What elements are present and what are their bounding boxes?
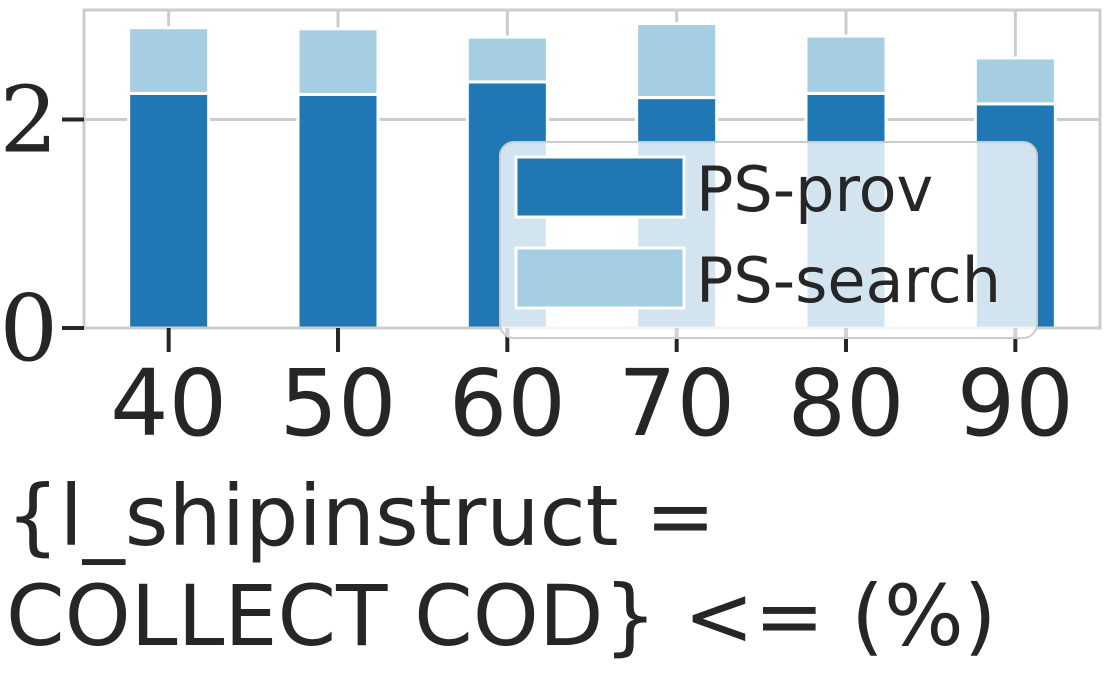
legend-label-ps-prov: PS-prov <box>696 153 933 226</box>
bar-ps-prov-40 <box>127 91 211 330</box>
legend-swatch-ps-prov <box>514 155 686 219</box>
x-tick-label-80: 80 <box>787 350 904 457</box>
legend: PS-prov PS-search <box>499 141 1038 339</box>
bars-layer <box>127 22 1057 330</box>
ticks-layer: 40 50 60 70 80 90 0 2 <box>0 66 1074 457</box>
bar-ps-prov-50 <box>296 92 380 330</box>
x-tick-label-40: 40 <box>110 350 227 457</box>
x-axis-label-line-1: {l_shipinstruct = <box>6 467 716 565</box>
bar-ps-search-40 <box>127 26 211 95</box>
y-tick-label-0: 0 <box>0 275 58 382</box>
legend-label-ps-search: PS-search <box>696 244 1001 317</box>
x-axis-label-line-2: COLLECT COD} <= (%) <box>6 567 997 665</box>
bar-ps-search-60 <box>465 35 549 84</box>
x-tick-label-70: 70 <box>618 350 735 457</box>
bar-ps-search-50 <box>296 27 380 96</box>
bar-ps-search-80 <box>804 34 888 95</box>
x-tick-label-90: 90 <box>957 350 1074 457</box>
y-tick-label-2: 2 <box>0 66 58 173</box>
legend-swatch-ps-search <box>514 246 686 310</box>
bar-ps-search-90 <box>973 56 1057 106</box>
x-tick-label-50: 50 <box>279 350 396 457</box>
x-tick-label-60: 60 <box>449 350 566 457</box>
bar-ps-search-70 <box>635 22 719 100</box>
x-axis-label: {l_shipinstruct = COLLECT COD} <= (%) <box>6 467 997 665</box>
